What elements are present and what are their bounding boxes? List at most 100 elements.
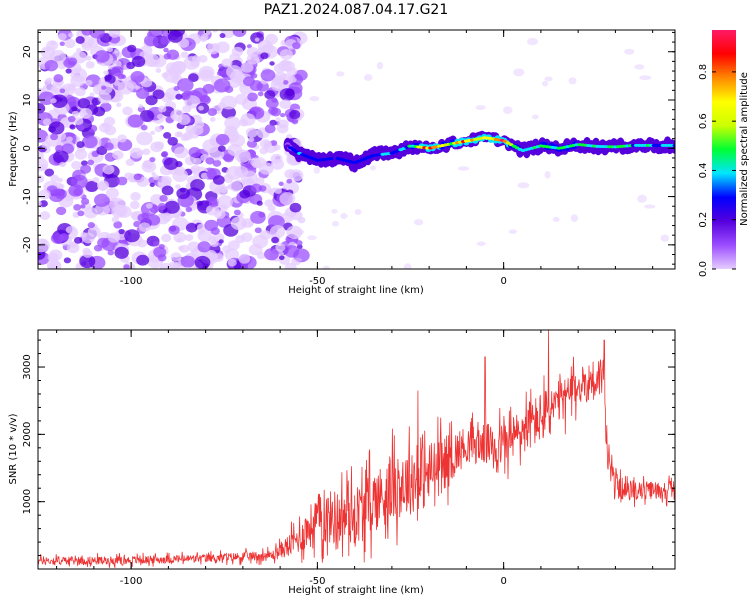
faint-blob: [403, 263, 412, 269]
noise-blob: [67, 57, 78, 66]
noise-blob: [289, 109, 301, 120]
faint-blob: [639, 75, 652, 81]
noise-blob: [59, 161, 66, 168]
noise-blob: [60, 117, 70, 126]
noise-blob: [93, 106, 106, 117]
noise-blob: [103, 70, 109, 76]
noise-blob: [136, 254, 150, 266]
noise-blob: [161, 185, 174, 196]
colorbar-tick-label: 0.4: [698, 162, 709, 178]
noise-blob: [138, 222, 151, 233]
noise-blob: [68, 32, 74, 38]
noise-blob: [39, 200, 48, 207]
noise-blob: [184, 234, 194, 242]
noise-blob: [104, 74, 116, 84]
noise-blob: [196, 223, 207, 232]
noise-blob: [48, 188, 65, 203]
noise-blob: [71, 106, 78, 112]
noise-blob: [156, 113, 164, 120]
noise-blob: [269, 119, 277, 126]
noise-blob: [74, 149, 88, 160]
noise-blob: [107, 250, 115, 256]
noise-blob: [158, 244, 165, 250]
faint-blob: [552, 216, 560, 222]
colorbar-tick-label: 0.2: [698, 212, 709, 228]
noise-blob: [111, 216, 119, 223]
noise-blob: [256, 200, 263, 206]
noise-blob: [85, 55, 92, 61]
noise-blob: [257, 91, 264, 97]
colorbar-gradient: [712, 30, 736, 269]
y-tick-label: 2000: [22, 422, 33, 447]
ridge-core: [672, 143, 675, 147]
ridge-core: [291, 148, 297, 152]
noise-blob: [38, 189, 51, 200]
noise-blob: [155, 68, 162, 73]
noise-blob: [106, 47, 114, 53]
noise-blob: [288, 169, 304, 182]
noise-blob: [67, 83, 77, 92]
noise-blob: [153, 241, 160, 247]
noise-blob: [226, 166, 243, 180]
noise-blob: [175, 184, 181, 190]
noise-blob: [163, 157, 179, 171]
noise-blob: [93, 244, 103, 252]
snr-x-ticks: -100 -50 0: [56, 330, 654, 587]
noise-blob: [209, 117, 216, 122]
noise-blob: [274, 187, 282, 194]
noise-blob: [89, 92, 95, 97]
noise-blob: [81, 232, 95, 244]
spectrogram-marks: [38, 30, 675, 269]
noise-blob: [50, 133, 59, 141]
noise-blob: [177, 78, 194, 92]
noise-blob: [138, 104, 144, 109]
colorbar-tick-label: 0.0: [698, 261, 709, 277]
faint-blob: [644, 204, 656, 209]
noise-blob: [136, 87, 150, 99]
faint-blob: [568, 77, 577, 85]
noise-blob: [146, 31, 153, 37]
noise-blob: [227, 143, 243, 157]
noise-blob: [229, 181, 243, 192]
snr-marks: [38, 330, 675, 568]
noise-blob: [191, 55, 201, 63]
noise-blob: [53, 150, 69, 164]
noise-blob: [174, 146, 189, 159]
noise-blob: [145, 203, 153, 209]
faint-blob: [307, 235, 317, 241]
noise-blob: [260, 52, 269, 60]
noise-blob: [142, 159, 153, 169]
noise-blob: [297, 216, 306, 224]
noise-blob: [197, 241, 211, 253]
noise-blob: [238, 253, 251, 264]
noise-blob: [245, 127, 258, 138]
noise-blob: [188, 147, 201, 158]
noise-blob: [146, 214, 161, 226]
noise-blob: [38, 175, 45, 183]
noise-blob: [254, 37, 260, 42]
noise-blob: [149, 182, 155, 188]
noise-blob: [217, 145, 226, 152]
noise-blob: [270, 158, 285, 170]
x-tick-label: -50: [309, 276, 325, 287]
noise-blob: [65, 68, 72, 74]
noise-blob: [219, 33, 226, 39]
faint-blob: [544, 171, 551, 179]
noise-blob: [105, 187, 119, 199]
noise-blob: [129, 200, 140, 210]
noise-blob: [240, 62, 254, 73]
faint-blob: [363, 74, 373, 81]
noise-blob: [173, 86, 180, 91]
noise-blob: [112, 60, 122, 69]
noise-blob: [164, 200, 180, 214]
noise-blob: [149, 156, 156, 163]
noise-blob: [163, 131, 172, 139]
snr-y-ticks: 1000 2000 3000: [22, 339, 675, 570]
noise-blob: [279, 192, 296, 206]
noise-blob: [163, 47, 169, 53]
noise-blob: [69, 124, 76, 130]
noise-blob: [222, 245, 232, 253]
noise-blob: [190, 179, 205, 192]
noise-blob: [79, 108, 93, 119]
noise-blob: [279, 99, 292, 110]
